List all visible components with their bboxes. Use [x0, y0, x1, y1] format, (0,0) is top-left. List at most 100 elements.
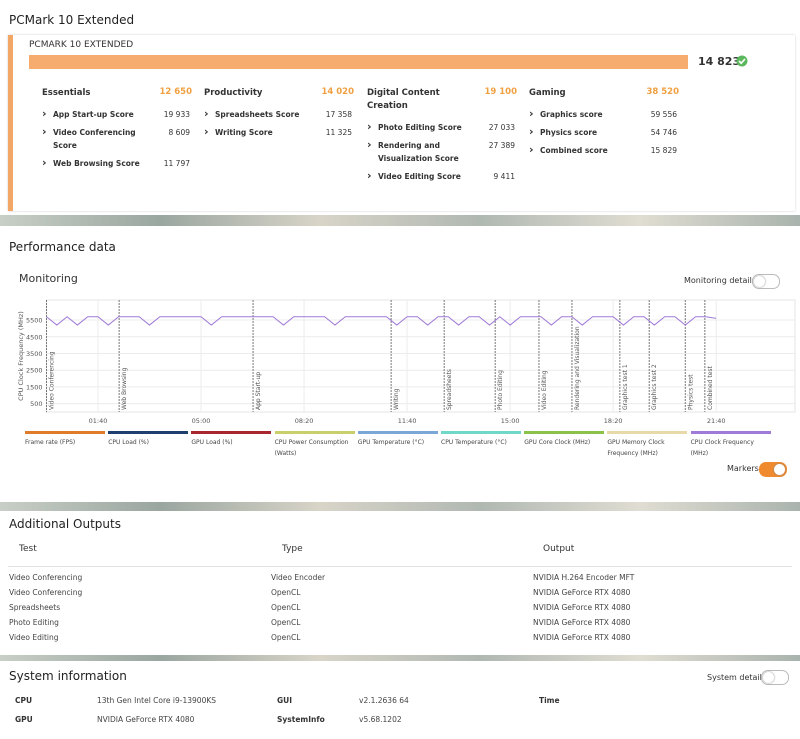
legend-label: CPU Load (%) [108, 439, 149, 446]
legend-item: CPU Temperature (°C) [441, 431, 521, 448]
item-score: 15 829 [650, 146, 677, 155]
info-cell: v2.1.2636 64 [359, 696, 409, 705]
legend-label: CPU Clock Frequency (MHz) [690, 439, 754, 457]
score-bar [29, 55, 688, 69]
item-score: 59 556 [650, 110, 677, 119]
legend-swatch [191, 431, 272, 434]
item-name: Spreadsheets Score [215, 110, 300, 119]
spacer [42, 100, 192, 103]
info-cell: Time [539, 696, 560, 705]
check-icon [736, 55, 748, 67]
item-name: Video Editing Score [378, 172, 461, 181]
table-cell: NVIDIA GeForce RTX 4080 [533, 633, 631, 642]
x-tick-label: 11:40 [398, 417, 417, 425]
table-cell: NVIDIA GeForce RTX 4080 [533, 618, 631, 627]
section-title: System information [9, 669, 127, 683]
column-header: Output [543, 544, 575, 554]
legend-label: CPU Temperature (°C) [441, 439, 507, 446]
legend-item: GPU Memory Clock Frequency (MHz) [607, 431, 688, 459]
chevron: › [529, 143, 534, 156]
legend-swatch [274, 431, 355, 434]
chevron: › [42, 156, 47, 169]
chevron: › [204, 125, 209, 138]
score-group: Essentials 12 650 › App Start-up Score 19 93… [42, 87, 192, 170]
legend-swatch [25, 431, 105, 434]
table-cell: OpenCL [271, 618, 301, 627]
score-item: › Graphics score 59 556 [529, 108, 679, 121]
x-tick-label: 05:00 [192, 417, 211, 425]
spacer [204, 100, 354, 103]
item-name: Writing Score [215, 128, 273, 137]
table-cell: NVIDIA H.264 Encoder MFT [533, 573, 635, 582]
legend-item: CPU Clock Frequency (MHz) [690, 431, 771, 459]
chevron: › [367, 138, 372, 151]
monitoring-title: Monitoring [19, 272, 78, 285]
marker-label: Photo Editing [497, 370, 504, 410]
x-tick-label: 08:20 [295, 417, 314, 425]
group-name: Gaming [529, 88, 566, 98]
monitoring-toggle[interactable] [752, 274, 780, 289]
item-score: 17 358 [325, 110, 352, 119]
table-cell: Video Conferencing [9, 588, 83, 597]
legend-swatch [690, 431, 771, 434]
spacer [367, 113, 517, 116]
legend-swatch [441, 431, 521, 434]
score-group: Gaming 38 520 › Graphics score 59 556 › Physic… [529, 87, 679, 157]
y-tick-label: 3500 [26, 350, 43, 358]
line-series [46, 316, 717, 326]
item-score: 9 411 [493, 172, 515, 181]
marker-label: Video Editing [541, 370, 548, 410]
item-score: 19 933 [163, 110, 190, 119]
legend-label: GPU Temperature (°C) [357, 439, 425, 446]
legend-label: GPU Core Clock (MHz) [524, 439, 591, 446]
legend: Frame rate (FPS) CPU Load (%) GPU Load (%)… [25, 431, 795, 461]
info-cell: v5.68.1202 [359, 715, 402, 724]
toggle-label: Markers [727, 464, 759, 473]
info-cell: NVIDIA GeForce RTX 4080 [97, 715, 195, 724]
legend-label: GPU Load (%) [191, 439, 233, 446]
divider [0, 502, 800, 511]
marker-label: Combined test [707, 365, 714, 410]
section-title: Additional Outputs [9, 517, 121, 531]
table-cell: OpenCL [271, 633, 301, 642]
marker-label: Graphics test 2 [651, 364, 658, 410]
x-tick-label: 21:40 [707, 417, 726, 425]
legend-swatch [357, 431, 438, 434]
table-cell: Video Editing [9, 633, 59, 642]
table-cell: Spreadsheets [9, 603, 61, 612]
legend-item: Frame rate (FPS) [25, 431, 105, 448]
group-name: Productivity [204, 88, 263, 98]
item-score: 8 609 [168, 128, 190, 137]
score-item: › Web Browsing Score 11 797 [42, 157, 192, 170]
marker-label: Graphics test 1 [622, 364, 629, 410]
item-name: Rendering and Visualization Score [378, 141, 459, 163]
system-toggle[interactable] [761, 670, 789, 685]
x-tick-label: 01:40 [89, 417, 108, 425]
legend-item: GPU Core Clock (MHz) [524, 431, 605, 448]
item-score: 11 325 [325, 128, 352, 137]
item-score: 11 797 [163, 159, 190, 168]
item-name: Graphics score [540, 110, 603, 119]
item-name: Physics score [540, 128, 598, 137]
total-score: 14 823 [698, 55, 741, 68]
group-score: 38 520 [646, 87, 679, 97]
monitoring-chart: 500 1500 2500 3500 4500 5500 01:40 05:00 08:20 11… [17, 299, 796, 425]
score-card: PCMARK 10 EXTENDED 14 823 Essentials 12 6… [8, 35, 795, 211]
legend-swatch [108, 431, 189, 434]
y-axis-label: CPU Clock Frequency (MHz) [17, 311, 25, 401]
item-score: 27 389 [488, 141, 515, 150]
y-tick-label: 1500 [26, 383, 43, 391]
info-cell: GUI [277, 696, 293, 705]
y-tick-label: 500 [30, 400, 42, 408]
markers-toggle[interactable] [759, 462, 787, 477]
item-name: Video Conferencing Score [53, 128, 136, 150]
legend-item: GPU Load (%) [191, 431, 272, 448]
item-score: 27 033 [488, 123, 515, 132]
score-item: › Rendering and Visualization Score 27 389 [367, 139, 517, 165]
marker-label: Web Browsing [121, 367, 128, 410]
marker-label: Physics test [687, 374, 694, 410]
info-cell: SystemInfo [277, 715, 325, 724]
table-cell: Video Encoder [271, 573, 326, 582]
plot-area [46, 299, 796, 413]
